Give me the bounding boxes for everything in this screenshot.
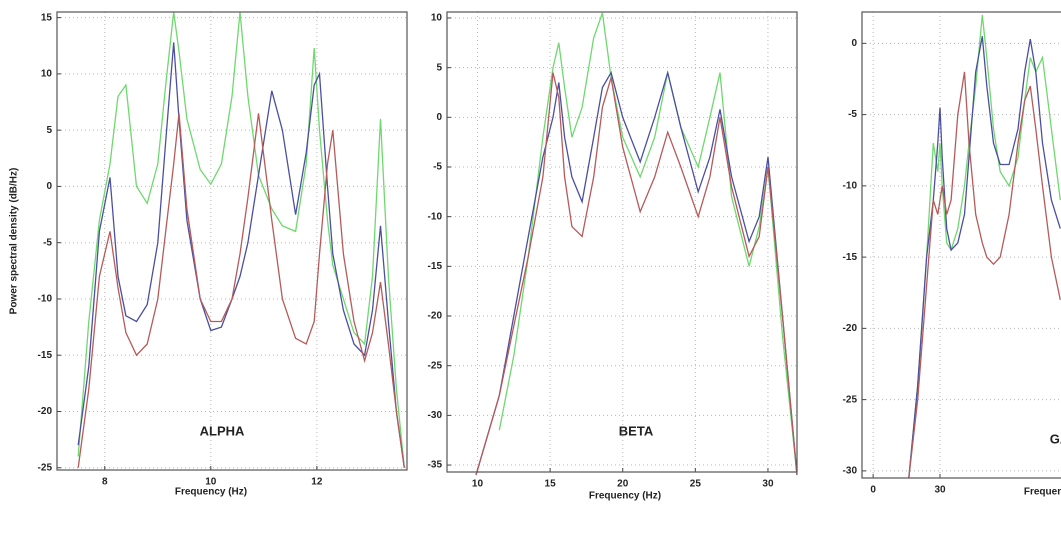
x-tick-label: 25 [690, 479, 702, 490]
plot-frame [861, 11, 1061, 479]
plot-frame [446, 11, 798, 473]
y-axis-label: Power spectral density (dB/Hz) [9, 168, 20, 315]
series-line [908, 36, 1061, 479]
y-tick-label: -25 [38, 462, 53, 473]
x-tick-label: 8 [102, 477, 108, 488]
x-tick-label: 10 [472, 479, 484, 490]
y-tick-label: -15 [38, 350, 53, 361]
series-line [77, 42, 405, 468]
annotation: GAMMA [1050, 431, 1061, 446]
y-tick-label: -5 [433, 162, 442, 173]
y-tick-label: 0 [46, 181, 52, 192]
annotation: BETA [619, 423, 654, 438]
plot-area [447, 12, 797, 472]
annotation: ALPHA [200, 423, 245, 438]
x-tick-label: 15 [545, 479, 557, 490]
y-tick-label: -25 [843, 394, 858, 405]
x-tick-label: 20 [617, 479, 629, 490]
y-tick-label: -10 [38, 294, 53, 305]
series-line [908, 14, 1061, 479]
x-axis-label: Frequency (Hz) [1024, 487, 1061, 498]
y-tick-label: -30 [843, 466, 858, 477]
x-tick-label: 30 [762, 479, 774, 490]
y-tick-label: 0 [851, 38, 857, 49]
y-tick-label: -15 [843, 252, 858, 263]
y-tick-label: -30 [428, 410, 443, 421]
y-tick-label: -35 [428, 460, 443, 471]
y-tick-label: -20 [38, 406, 53, 417]
x-axis-label: Frequency (Hz) [589, 491, 661, 502]
plot-area [862, 12, 1061, 478]
y-tick-label: -10 [428, 211, 443, 222]
y-tick-label: -20 [428, 311, 443, 322]
x-tick-label: 10 [205, 477, 217, 488]
y-tick-label: 5 [436, 62, 442, 73]
y-tick-label: 5 [46, 125, 52, 136]
x-tick-label: 12 [311, 477, 323, 488]
y-tick-label: -10 [843, 180, 858, 191]
series-line [908, 71, 1061, 479]
y-tick-label: -5 [848, 109, 857, 120]
y-tick-label: 0 [436, 112, 442, 123]
y-tick-label: -15 [428, 261, 443, 272]
y-tick-label: 15 [41, 12, 53, 23]
series-line [498, 12, 798, 476]
y-tick-label: 10 [431, 13, 443, 24]
series-line [77, 11, 405, 468]
plot-frame [56, 11, 408, 471]
y-tick-label: -25 [428, 360, 443, 371]
x-tick-label: 30 [934, 485, 946, 496]
y-tick-label: -5 [43, 237, 52, 248]
y-tick-label: 10 [41, 69, 53, 80]
series-line [475, 72, 798, 476]
plot-area [57, 12, 407, 470]
series-line [77, 113, 405, 468]
y-tick-label: -20 [843, 323, 858, 334]
x-tick-label: 0 [870, 485, 876, 496]
x-axis-label: Frequency (Hz) [175, 487, 247, 498]
